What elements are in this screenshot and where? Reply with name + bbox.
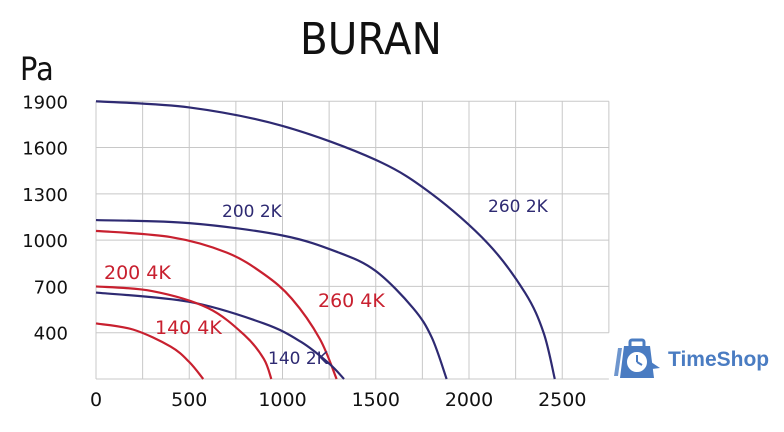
svg-text:0: 0 <box>90 389 102 411</box>
y-axis-unit: Pa <box>20 50 54 88</box>
y-axis-ticks: 1900 1600 1300 1000 700 400 <box>22 92 68 344</box>
svg-text:1900: 1900 <box>22 92 68 113</box>
timeshop-logo: TimeShop <box>614 338 769 382</box>
svg-text:400: 400 <box>34 324 68 345</box>
series-curves <box>95 100 556 380</box>
shopping-bag-clock-icon <box>614 338 660 378</box>
series-label: 200 2K <box>222 202 283 222</box>
series-labels: 260 2K 200 2K 260 4K 200 4K 140 4K 140 2K <box>104 197 549 369</box>
svg-text:1600: 1600 <box>22 139 68 160</box>
series-label: 260 4K <box>318 290 385 312</box>
svg-text:1500: 1500 <box>352 389 400 411</box>
grid <box>95 100 610 380</box>
svg-text:1000: 1000 <box>258 389 306 411</box>
x-axis-ticks: 0 500 1000 1500 2000 2500 <box>90 389 586 411</box>
curve-200-4k <box>95 285 273 380</box>
svg-text:2000: 2000 <box>445 389 493 411</box>
svg-text:1000: 1000 <box>22 231 68 252</box>
series-label: 140 2K <box>268 349 329 369</box>
svg-text:500: 500 <box>171 389 207 411</box>
curve-140-4k <box>95 322 205 380</box>
series-label: 140 4K <box>155 317 222 339</box>
svg-text:2500: 2500 <box>538 389 586 411</box>
svg-text:1300: 1300 <box>22 185 68 206</box>
series-label: 200 4K <box>104 262 171 284</box>
curve-260-2k <box>95 100 556 380</box>
curve-140-2k <box>95 291 345 380</box>
chart-title: BURAN <box>300 14 442 65</box>
series-label: 260 2K <box>488 197 549 217</box>
svg-text:700: 700 <box>34 277 68 298</box>
curve-200-2k <box>95 218 448 380</box>
logo-text: TimeShop <box>668 348 770 371</box>
curve-260-4k <box>95 229 338 380</box>
